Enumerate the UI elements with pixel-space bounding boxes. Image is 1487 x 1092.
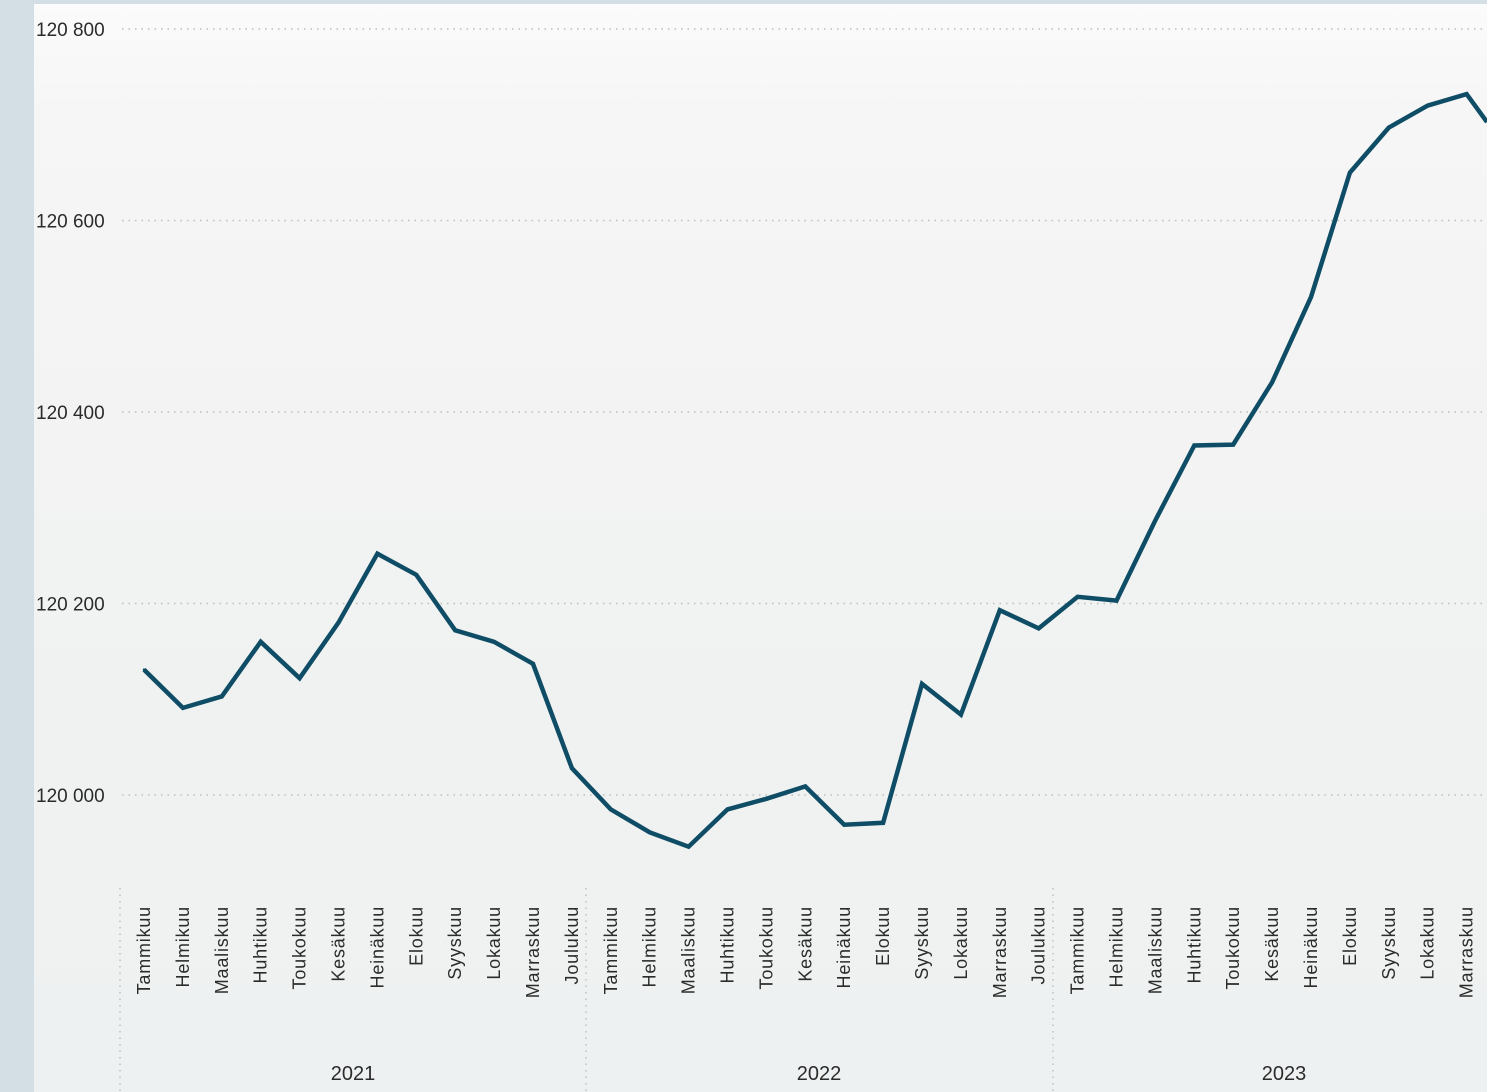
x-tick-label: Elokuu: [873, 906, 893, 966]
x-tick-label: Syyskuu: [445, 906, 465, 980]
data-point: [415, 573, 418, 576]
data-point: [1426, 104, 1429, 107]
y-tick-label: 120 200: [36, 595, 105, 616]
x-tick-label: Heinäkuu: [834, 906, 854, 988]
year-label: 2022: [797, 1063, 842, 1085]
data-point: [1154, 518, 1157, 522]
x-tick-label: Heinäkuu: [367, 906, 387, 988]
x-tick-label: Toukokuu: [756, 906, 776, 989]
year-label: 2021: [331, 1063, 376, 1085]
data-point: [337, 621, 340, 624]
data-point: [1115, 599, 1118, 602]
data-point: [959, 713, 963, 716]
x-tick-label: Heinäkuu: [1301, 906, 1321, 988]
x-tick-label: Kesäkuu: [1262, 906, 1282, 982]
x-tick-label: Helmikuu: [1107, 906, 1127, 987]
x-tick-label: Toukokuu: [1223, 906, 1243, 989]
data-point: [648, 831, 651, 834]
x-tick-label: Kesäkuu: [329, 906, 349, 982]
x-tick-label: Huhtikuu: [251, 906, 271, 983]
line-chart: 120 000 120 200 120 400 120 600 120 800 Tamm…: [36, 20, 1487, 1092]
x-tick-label: Marraskuu: [523, 906, 543, 998]
series-layer: [142, 91, 1487, 850]
data-point: [570, 766, 574, 770]
x-tick-label: Syyskuu: [1379, 906, 1399, 980]
x-tick-label: Lokakuu: [951, 906, 971, 980]
x-tick-label: Lokakuu: [1418, 906, 1438, 980]
x-tick-label: Elokuu: [406, 906, 426, 966]
data-point: [1270, 381, 1274, 384]
x-tick-label: Marraskuu: [990, 906, 1010, 998]
data-point: [1348, 171, 1352, 174]
x-axis-ticks: Tammikuu Helmikuu Maaliskuu Huhtikuu Toukoku…: [134, 906, 1477, 998]
x-tick-label: Kesäkuu: [795, 906, 815, 982]
data-point: [376, 552, 379, 555]
x-tick-label: Lokakuu: [484, 906, 504, 980]
data-point: [1465, 92, 1468, 96]
year-labels: 2021 2022 2023: [331, 1063, 1307, 1085]
data-point: [1076, 595, 1079, 598]
x-tick-label: Joulukuu: [562, 906, 582, 984]
x-tick-label: Huhtikuu: [718, 906, 738, 983]
y-axis-ticks: 120 000 120 200 120 400 120 600 120 800: [36, 20, 105, 807]
data-point: [726, 808, 729, 811]
data-point: [142, 668, 146, 671]
series-line: [142, 91, 1487, 850]
y-tick-label: 120 400: [36, 403, 105, 424]
data-point: [920, 682, 924, 686]
x-tick-label: Maaliskuu: [212, 906, 232, 994]
data-point: [1037, 627, 1040, 630]
x-tick-label: Huhtikuu: [1184, 906, 1204, 983]
y-tick-label: 120 600: [36, 212, 105, 233]
data-point: [998, 609, 1001, 612]
x-tick-label: Syyskuu: [912, 906, 932, 980]
data-point: [220, 695, 223, 698]
x-tick-label: Maaliskuu: [679, 906, 699, 994]
data-point: [687, 845, 690, 848]
x-tick-label: Joulukuu: [1029, 906, 1049, 984]
y-tick-label: 120 000: [36, 786, 105, 807]
data-point: [609, 808, 612, 811]
x-tick-label: Maaliskuu: [1145, 906, 1165, 994]
x-tick-label: Marraskuu: [1457, 906, 1477, 998]
data-point: [492, 640, 496, 643]
data-point: [1232, 443, 1235, 446]
x-tick-label: Tammikuu: [134, 906, 154, 994]
year-label: 2023: [1262, 1063, 1307, 1085]
data-point: [181, 706, 185, 710]
data-point: [843, 823, 846, 826]
x-tick-label: Toukokuu: [290, 906, 310, 989]
data-point: [765, 797, 768, 801]
data-point: [804, 785, 807, 788]
data-point: [454, 629, 457, 632]
x-tick-label: Helmikuu: [640, 906, 660, 987]
x-tick-label: Elokuu: [1340, 906, 1360, 966]
x-tick-label: Tammikuu: [601, 906, 621, 994]
data-point: [881, 821, 885, 824]
data-point: [1193, 444, 1196, 447]
data-point: [1387, 126, 1391, 129]
chart-panel: 120 000 120 200 120 400 120 600 120 800 Tamm…: [34, 4, 1487, 1092]
y-tick-label: 120 800: [36, 20, 105, 41]
x-tick-label: Tammikuu: [1068, 906, 1088, 994]
data-point: [298, 676, 301, 680]
data-point: [1309, 295, 1313, 299]
data-point: [259, 640, 262, 643]
x-tick-label: Helmikuu: [173, 906, 193, 987]
data-point: [531, 662, 535, 666]
